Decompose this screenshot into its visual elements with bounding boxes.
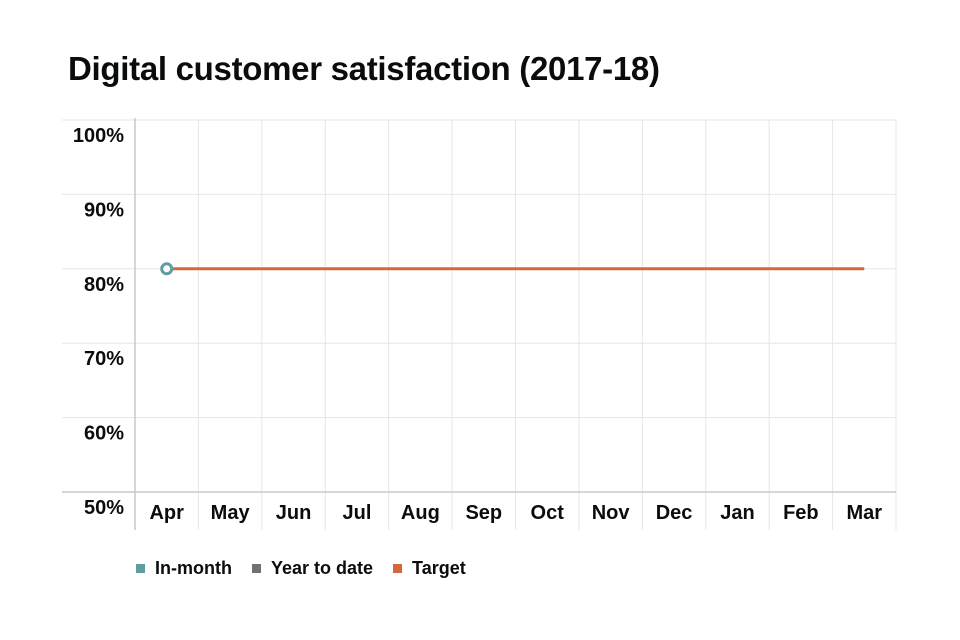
y-tick-label: 100% [73,125,124,147]
x-tick-label: Mar [847,502,883,524]
x-tick-label: Nov [592,502,631,524]
x-tick-label: Feb [783,502,819,524]
gridlines [62,119,897,530]
legend-swatch-in-month [136,564,145,573]
x-tick-label: Jan [720,502,754,524]
x-tick-label: May [211,502,251,524]
x-tick-label: Sep [465,502,502,524]
x-tick-label: Oct [531,502,565,524]
x-tick-label: Jul [343,502,372,524]
x-tick-label: Jun [276,502,312,524]
legend-label: Target [412,558,466,578]
y-tick-label: 70% [84,348,124,370]
legend-swatch-year-to-date [251,564,261,573]
data-point-in-month [160,262,174,276]
legend-swatch-target [393,564,403,573]
x-tick-label: Apr [149,502,184,524]
y-axis-ticks: 50% 60% 70% 80% 90% 100% [73,125,124,519]
legend-item-in-month: In-month [136,558,232,579]
chart-title: Digital customer satisfaction (2017-18) [68,50,660,87]
axes [62,118,896,530]
x-tick-label: Aug [401,502,440,524]
y-tick-label: 60% [84,423,124,445]
x-axis-ticks: Apr May Jun Jul Aug Sep Oct Nov Dec Jan Feb Mar [149,502,882,524]
legend-label: Year to date [270,558,374,578]
y-tick-label: 80% [84,274,124,296]
legend-item-year-to-date: Year to date [251,558,374,579]
legend: In-month Year to date Target [136,558,486,579]
legend-label: In-month [155,558,232,578]
y-tick-label: 90% [84,199,124,221]
x-tick-label: Dec [656,502,693,524]
y-tick-label: 50% [84,497,124,519]
legend-item-target: Target [393,558,466,579]
series [160,262,865,276]
